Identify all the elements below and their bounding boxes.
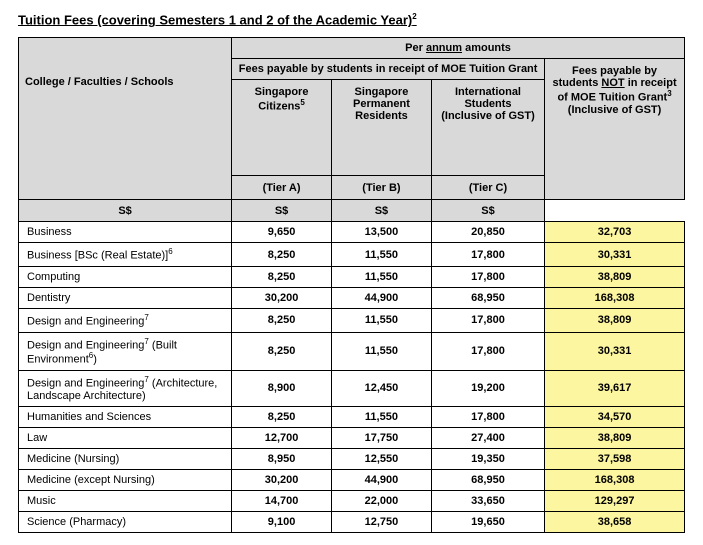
cell-d: 38,658 (545, 511, 685, 532)
cell-d: 38,809 (545, 308, 685, 332)
cell-b: 44,900 (332, 469, 432, 490)
header-currency-c: S$ (332, 200, 432, 222)
cell-b: 11,550 (332, 308, 432, 332)
table-row: Computing8,25011,55017,80038,809 (19, 266, 685, 287)
cell-a: 30,200 (232, 469, 332, 490)
cell-d: 30,331 (545, 243, 685, 267)
row-label: Design and Engineering7 (Built Environme… (19, 332, 232, 370)
cell-c: 68,950 (431, 469, 544, 490)
cell-b: 13,500 (332, 222, 432, 243)
cell-c: 27,400 (431, 427, 544, 448)
cell-c: 19,650 (431, 511, 544, 532)
table-row: Design and Engineering7 (Built Environme… (19, 332, 685, 370)
header-per-annum: Per annum amounts (232, 38, 685, 59)
table-row: Medicine (Nursing)8,95012,55019,35037,59… (19, 448, 685, 469)
table-body: Business9,65013,50020,85032,703Business … (19, 222, 685, 532)
cell-b: 11,550 (332, 332, 432, 370)
cell-a: 30,200 (232, 287, 332, 308)
cell-d: 30,331 (545, 332, 685, 370)
table-row: Law12,70017,75027,40038,809 (19, 427, 685, 448)
cell-c: 17,800 (431, 332, 544, 370)
cell-d: 38,809 (545, 427, 685, 448)
table-title: Tuition Fees (covering Semesters 1 and 2… (18, 12, 685, 27)
header-col-c: International Students(Inclusive of GST) (431, 80, 544, 176)
cell-c: 17,800 (431, 308, 544, 332)
table-row: Dentistry30,20044,90068,950168,308 (19, 287, 685, 308)
header-no-grant: Fees payable by students NOT in receipt … (545, 59, 685, 200)
cell-b: 22,000 (332, 490, 432, 511)
table-row: Music14,70022,00033,650129,297 (19, 490, 685, 511)
row-label: Business (19, 222, 232, 243)
cell-b: 17,750 (332, 427, 432, 448)
table-row: Business9,65013,50020,85032,703 (19, 222, 685, 243)
row-label: Music (19, 490, 232, 511)
cell-a: 8,250 (232, 243, 332, 267)
header-moe-grant: Fees payable by students in receipt of M… (232, 59, 545, 80)
header-col-a: Singapore Citizens5 (232, 80, 332, 176)
header-col-b: Singapore Permanent Residents (332, 80, 432, 176)
row-label: Law (19, 427, 232, 448)
cell-a: 8,250 (232, 266, 332, 287)
cell-c: 20,850 (431, 222, 544, 243)
row-label: Medicine (Nursing) (19, 448, 232, 469)
row-label: Medicine (except Nursing) (19, 469, 232, 490)
cell-c: 17,800 (431, 266, 544, 287)
row-label: Design and Engineering7 (Architecture, L… (19, 370, 232, 406)
cell-d: 34,570 (545, 406, 685, 427)
table-row: Science (Pharmacy)9,10012,75019,65038,65… (19, 511, 685, 532)
cell-a: 8,250 (232, 406, 332, 427)
cell-b: 12,750 (332, 511, 432, 532)
header-currency-a: S$ (19, 200, 232, 222)
cell-c: 19,350 (431, 448, 544, 469)
cell-a: 8,250 (232, 332, 332, 370)
cell-b: 12,550 (332, 448, 432, 469)
cell-b: 11,550 (332, 406, 432, 427)
cell-b: 11,550 (332, 266, 432, 287)
cell-c: 17,800 (431, 406, 544, 427)
table-row: Medicine (except Nursing)30,20044,90068,… (19, 469, 685, 490)
cell-a: 9,100 (232, 511, 332, 532)
cell-d: 129,297 (545, 490, 685, 511)
cell-b: 12,450 (332, 370, 432, 406)
cell-a: 8,250 (232, 308, 332, 332)
row-label: Science (Pharmacy) (19, 511, 232, 532)
cell-b: 44,900 (332, 287, 432, 308)
table-row: Humanities and Sciences8,25011,55017,800… (19, 406, 685, 427)
cell-a: 9,650 (232, 222, 332, 243)
header-rowhead: College / Faculties / Schools (19, 38, 232, 200)
cell-d: 38,809 (545, 266, 685, 287)
cell-a: 12,700 (232, 427, 332, 448)
cell-c: 68,950 (431, 287, 544, 308)
cell-d: 168,308 (545, 287, 685, 308)
header-tier-a: (Tier A) (232, 176, 332, 200)
row-label: Business [BSc (Real Estate)]6 (19, 243, 232, 267)
table-row: Business [BSc (Real Estate)]68,25011,550… (19, 243, 685, 267)
row-label: Computing (19, 266, 232, 287)
tuition-fees-table: College / Faculties / Schools Per annum … (18, 37, 685, 532)
header-tier-b: (Tier B) (332, 176, 432, 200)
cell-a: 8,950 (232, 448, 332, 469)
cell-d: 37,598 (545, 448, 685, 469)
cell-c: 17,800 (431, 243, 544, 267)
cell-a: 14,700 (232, 490, 332, 511)
header-tier-c: (Tier C) (431, 176, 544, 200)
cell-d: 32,703 (545, 222, 685, 243)
row-label: Humanities and Sciences (19, 406, 232, 427)
cell-a: 8,900 (232, 370, 332, 406)
row-label: Design and Engineering7 (19, 308, 232, 332)
cell-c: 19,200 (431, 370, 544, 406)
cell-d: 168,308 (545, 469, 685, 490)
row-label: Dentistry (19, 287, 232, 308)
table-row: Design and Engineering7 (Architecture, L… (19, 370, 685, 406)
cell-c: 33,650 (431, 490, 544, 511)
header-currency-d: S$ (431, 200, 544, 222)
cell-b: 11,550 (332, 243, 432, 267)
header-currency-b: S$ (232, 200, 332, 222)
table-row: Design and Engineering78,25011,55017,800… (19, 308, 685, 332)
cell-d: 39,617 (545, 370, 685, 406)
